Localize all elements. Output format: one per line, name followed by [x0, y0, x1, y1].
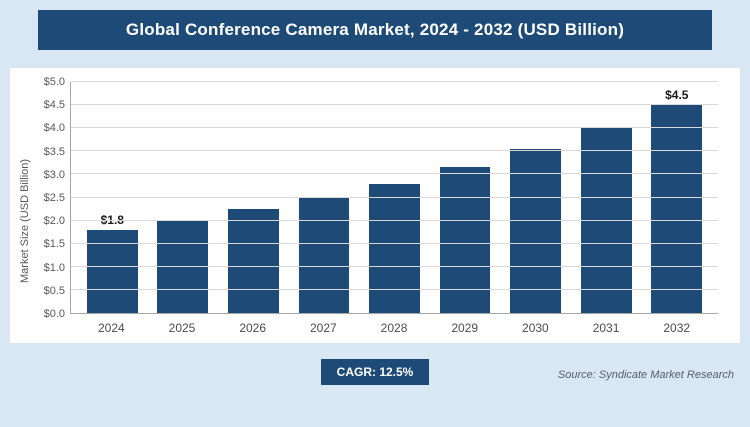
gridline — [71, 127, 718, 129]
y-tick-label: $4.0 — [43, 122, 65, 135]
chart-area: Market Size (USD Billion) $0.0 $0.5 $1.0 $1… — [16, 76, 718, 335]
gridline — [71, 242, 718, 244]
x-tick-label: 2025 — [168, 321, 196, 335]
x-tick-label: 2029 — [451, 321, 479, 335]
source-text: Source: Syndicate Market Research — [557, 369, 734, 381]
y-tick-label: $4.5 — [43, 99, 65, 112]
y-tick-label: $2.5 — [43, 192, 65, 204]
bar-2024 — [86, 229, 138, 313]
x-tick-label: 2024 — [97, 321, 125, 335]
chart-panel: Market Size (USD Billion) $0.0 $0.5 $1.0 $1… — [10, 68, 740, 343]
x-tick-label: 2027 — [310, 321, 337, 335]
x-tick-label: 2026 — [239, 321, 267, 335]
gridline — [71, 173, 718, 175]
y-tick-label: $3.0 — [43, 168, 65, 181]
y-tick-label: $2.0 — [43, 215, 65, 228]
chart-title: Global Conference Camera Market, 2024 - … — [125, 20, 625, 39]
bar-2027 — [298, 197, 350, 313]
y-tick-label: $1.0 — [43, 261, 65, 274]
bar-slot-2025 — [148, 82, 219, 313]
footer: CAGR: 12.5% Source: Syndicate Market Res… — [0, 359, 750, 389]
bar-slot-2024: $1.8 — [77, 82, 148, 313]
plot-area: $1.8 $4.5 — [70, 81, 718, 314]
bar-2029 — [439, 167, 491, 313]
gridline — [71, 150, 718, 152]
page: Global Conference Camera Market, 2024 - … — [0, 10, 750, 389]
x-tick-label: 2030 — [522, 321, 549, 335]
bar-2026 — [228, 209, 279, 313]
bar-slot-2030 — [500, 82, 571, 313]
x-tick-label: 2028 — [380, 321, 408, 335]
gridline — [71, 265, 718, 267]
y-tick-label: $5.0 — [43, 76, 65, 88]
bar-slot-2028 — [359, 82, 430, 313]
bar-2030 — [510, 149, 562, 313]
bar-2028 — [369, 183, 420, 313]
y-tick-label: $1.5 — [43, 238, 65, 251]
cagr-badge: CAGR: 12.5% — [320, 359, 430, 385]
y-tick-label: $0.0 — [43, 308, 65, 320]
bar-value-label: $4.5 — [665, 88, 689, 103]
x-axis-labels: 2024 2025 2026 2027 2028 2029 2030 2031 2032 — [70, 321, 718, 335]
gridline — [71, 288, 718, 290]
y-tick-label: $3.5 — [43, 145, 65, 158]
bar-2032 — [651, 105, 703, 313]
bar-series: $1.8 $4.5 — [71, 82, 718, 313]
plot-wrapper: $1.8 $4.5 2024 2025 2026 2027 2028 2029 2030 203… — [70, 81, 718, 335]
gridline — [71, 81, 718, 82]
bar-slot-2031 — [571, 82, 642, 313]
gridline — [71, 196, 718, 198]
gridline — [71, 104, 718, 106]
chart-title-banner: Global Conference Camera Market, 2024 - … — [38, 10, 712, 50]
bar-slot-2032: $4.5 — [642, 82, 713, 313]
y-axis-title: Market Size (USD Billion) — [19, 158, 31, 283]
gridline — [71, 219, 718, 221]
x-tick-label: 2032 — [663, 321, 691, 335]
bar-slot-2026 — [218, 82, 289, 313]
bar-slot-2027 — [289, 82, 360, 313]
bar-slot-2029 — [430, 82, 501, 313]
x-tick-label: 2031 — [592, 321, 620, 335]
y-tick-label: $0.5 — [43, 284, 65, 297]
y-axis-ticks: $0.0 $0.5 $1.0 $1.5 $2.0 $2.5 $3.0 $3.5 $4.0 $4.5… — [34, 76, 70, 320]
